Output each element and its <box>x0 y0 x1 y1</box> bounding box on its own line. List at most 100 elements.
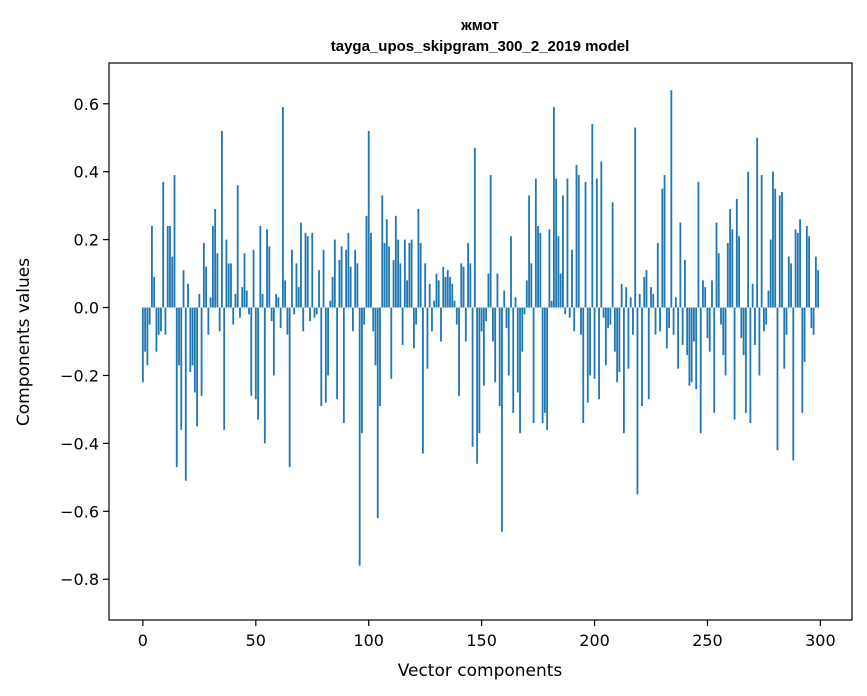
bar <box>713 307 716 413</box>
bar <box>327 307 329 376</box>
bar <box>399 263 402 308</box>
bar <box>193 307 196 393</box>
bar <box>519 307 521 434</box>
bar <box>141 307 144 383</box>
bar <box>293 307 296 315</box>
bar <box>437 280 440 308</box>
bar <box>494 307 497 383</box>
bar <box>523 307 526 315</box>
bar <box>415 307 418 325</box>
bar <box>803 307 806 362</box>
bar <box>322 249 325 308</box>
bar <box>171 256 174 308</box>
bar <box>751 283 754 308</box>
bar <box>284 280 287 308</box>
bar <box>641 307 643 407</box>
bar <box>160 307 162 332</box>
bar <box>476 307 479 464</box>
bar <box>817 270 820 308</box>
bar <box>539 232 542 308</box>
bar <box>464 307 467 342</box>
bar <box>356 263 359 308</box>
bar <box>638 293 641 308</box>
x-tick-label: 150 <box>466 631 497 650</box>
bar <box>623 307 625 434</box>
bar <box>636 307 639 495</box>
bar <box>406 280 409 308</box>
bar <box>706 307 709 339</box>
bar <box>151 226 153 308</box>
bar <box>257 307 259 420</box>
y-tick-label: −0.4 <box>60 434 99 453</box>
bar <box>184 307 187 481</box>
bar <box>358 307 361 566</box>
bar <box>187 283 189 308</box>
bar <box>796 232 799 308</box>
bar <box>708 307 711 352</box>
bar <box>234 293 237 308</box>
bar <box>496 273 499 308</box>
bar <box>485 307 488 322</box>
bar <box>604 307 607 366</box>
bar <box>735 198 738 308</box>
bar <box>747 171 750 308</box>
bar <box>668 307 670 328</box>
bar <box>295 263 298 308</box>
bar <box>324 307 327 403</box>
bar <box>455 307 458 325</box>
bar <box>787 256 790 308</box>
bar <box>555 178 558 308</box>
bar <box>302 307 305 332</box>
bar <box>383 243 386 308</box>
bar <box>200 307 203 396</box>
bar <box>663 175 666 308</box>
bar <box>616 307 619 383</box>
bar <box>175 307 178 468</box>
bar <box>426 307 429 369</box>
bar <box>677 307 680 369</box>
y-tick-label: 0.2 <box>74 231 99 250</box>
bar <box>586 307 589 403</box>
chart-title: жмот <box>460 17 499 34</box>
bar <box>381 195 384 308</box>
bar <box>311 232 314 308</box>
bar <box>541 307 544 424</box>
bar <box>683 259 686 308</box>
bar <box>329 300 332 308</box>
bar <box>562 195 564 308</box>
bar <box>340 246 343 308</box>
bar <box>799 219 801 308</box>
bar <box>629 297 632 308</box>
bar <box>593 307 596 379</box>
bar <box>173 175 176 308</box>
y-tick-label: −0.2 <box>60 366 99 385</box>
bar <box>489 175 492 308</box>
bar <box>223 307 226 430</box>
bar <box>225 239 228 308</box>
bar <box>571 249 573 308</box>
bar <box>408 243 411 308</box>
bar <box>552 107 555 308</box>
bar <box>385 219 388 308</box>
bar <box>794 229 797 308</box>
bar <box>277 297 280 308</box>
bar <box>749 307 752 424</box>
bar <box>218 307 221 332</box>
bar <box>503 290 506 308</box>
bar <box>306 236 309 308</box>
bar <box>169 226 171 308</box>
bar <box>580 307 582 335</box>
bar <box>473 147 476 308</box>
bar <box>774 188 777 308</box>
bar <box>467 243 469 308</box>
bar <box>245 290 248 308</box>
bar <box>144 307 147 352</box>
bar <box>268 246 271 308</box>
bar <box>349 266 352 308</box>
bar <box>510 236 512 308</box>
bar <box>471 307 474 447</box>
bar <box>550 300 553 308</box>
bar <box>227 263 230 308</box>
bar <box>164 307 167 335</box>
bar <box>248 307 250 315</box>
